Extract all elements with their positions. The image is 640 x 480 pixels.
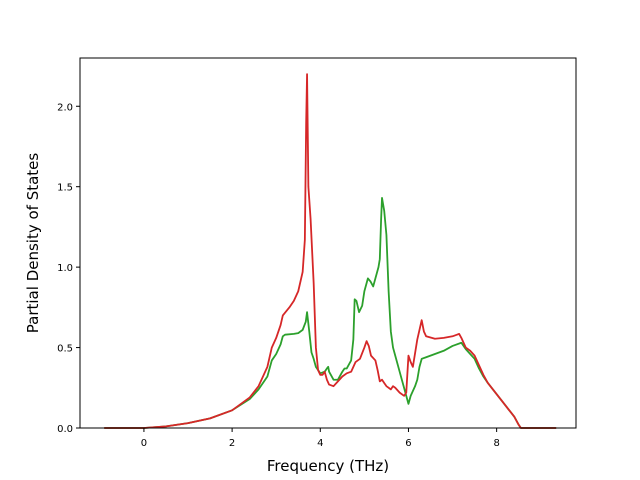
y-axis-ticks: 0.0 0.5 1.0 1.5 2.0	[57, 102, 80, 435]
y-tick-label: 1.0	[57, 263, 73, 274]
x-tick-label: 4	[317, 438, 323, 449]
y-tick-label: 0.5	[57, 344, 73, 355]
axes-frame	[79, 57, 577, 429]
y-tick-label: 1.5	[57, 183, 73, 194]
y-tick-label: 2.0	[57, 102, 73, 113]
x-tick-label: 0	[141, 438, 147, 449]
x-axis-label: Frequency (THz)	[267, 457, 389, 475]
x-tick-label: 6	[405, 438, 411, 449]
y-tick-label: 0.0	[57, 424, 73, 435]
x-axis-ticks: 0 2 4 6 8	[141, 428, 500, 449]
x-tick-label: 8	[493, 438, 499, 449]
x-tick-label: 2	[229, 438, 235, 449]
series-layer	[104, 73, 557, 429]
series-line-1	[104, 197, 557, 429]
series-line-2	[104, 73, 557, 429]
y-axis-label: Partial Density of States	[24, 153, 42, 334]
